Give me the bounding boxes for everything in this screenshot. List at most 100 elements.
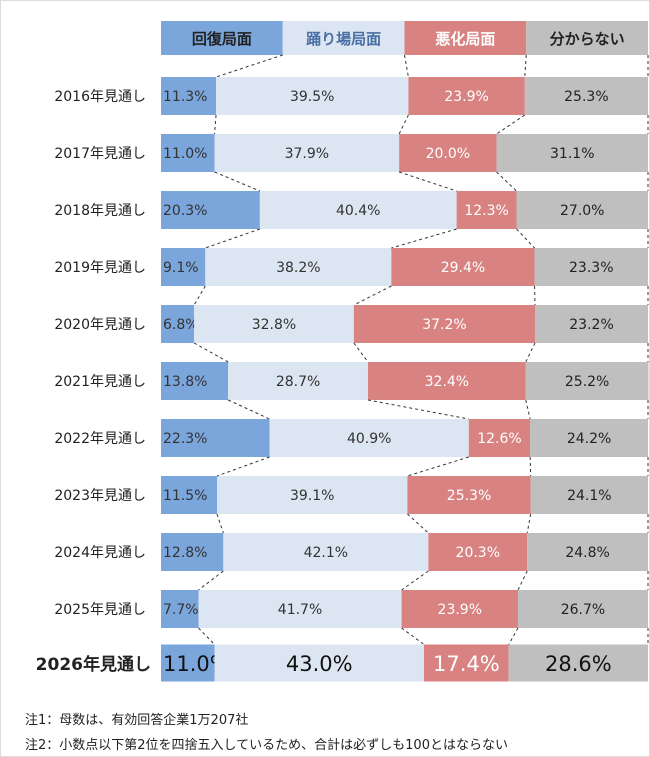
bar-segment [407,476,531,514]
data-label: 6.8% [163,317,199,333]
data-label: 28.7% [276,374,320,390]
bar-segment [161,134,215,172]
data-label: 23.9% [444,89,488,105]
bar-segment [530,476,648,514]
data-label: 25.3% [447,488,491,504]
bar-segment [161,590,199,628]
bar-segment [269,419,469,457]
legend-swatch-2 [404,21,527,55]
connector-line [193,342,229,363]
data-label: 42.1% [304,545,348,561]
bar-segment [205,248,392,286]
bar-segment [214,134,400,172]
connector-line [524,54,527,78]
data-label: 12.6% [477,431,521,447]
bar-segment [534,248,648,286]
connector-line [198,627,215,645]
connector-line [525,342,536,363]
row-label: 2026年見通し [36,654,151,675]
bar-segment [161,533,224,571]
bar-segment [496,134,648,172]
connector-line [525,399,531,420]
bar-segment [530,419,648,457]
data-label: 17.4% [433,652,500,676]
connector-line [496,171,517,192]
row-label: 2018年見通し [54,203,146,219]
connector-line [215,54,283,78]
bar-segment [259,191,457,229]
data-label: 26.7% [561,602,605,618]
data-label: 32.4% [425,374,469,390]
data-label: 24.2% [567,431,611,447]
legend-label-1: 踊り場局面 [306,30,381,48]
bar-segment [391,248,535,286]
bar-segment [223,533,429,571]
data-label: 40.9% [347,431,391,447]
bar-segment [456,191,517,229]
data-label: 11.0% [163,146,207,162]
legend-swatch-0 [161,21,283,55]
connector-line [205,228,261,249]
data-label: 40.4% [336,203,380,219]
bar-segment [161,77,217,115]
row-label: 2023年見通し [54,488,146,504]
data-label: 13.8% [163,374,207,390]
data-label: 39.1% [290,488,334,504]
bar-segment [161,191,260,229]
data-label: 25.2% [565,374,609,390]
connector-line [516,228,535,249]
connector-line [353,285,392,306]
connector-line [193,285,206,306]
bar-segment [161,305,195,343]
bar-segment [161,476,218,514]
legend-label-2: 悪化局面 [435,30,495,48]
bar-segment [367,362,526,400]
connector-line [198,570,224,591]
data-label: 31.1% [550,146,594,162]
bar-segment [353,305,536,343]
connector-line [517,570,528,591]
data-label: 43.0% [286,652,353,676]
connector-line [216,513,224,534]
data-label: 37.9% [285,146,329,162]
data-label: 27.0% [560,203,604,219]
row-label: 2019年見通し [54,260,146,276]
data-label: 37.2% [422,317,466,333]
bar-segment [408,77,525,115]
bar-segment [525,362,649,400]
data-label: 28.6% [545,652,612,676]
connector-line [404,54,409,78]
connector-line [401,570,429,591]
bar-segment [508,644,648,682]
connector-line [407,513,429,534]
data-label: 38.2% [276,260,320,276]
bar-segment [401,590,518,628]
row-label: 2017年見通し [54,146,146,162]
bar-segment [198,590,402,628]
connector-line [353,342,369,363]
connector-line [398,114,409,135]
data-label: 25.3% [564,89,608,105]
bar-segment [161,362,229,400]
connector-line [214,171,261,192]
data-label: 12.3% [464,203,508,219]
bar-segment [468,419,531,457]
connector-line [227,399,270,420]
connector-line [401,627,425,645]
data-label: 12.8% [163,545,207,561]
bar-segment [535,305,648,343]
data-label: 9.1% [163,260,199,276]
bar-segment [161,419,270,457]
connector-line [216,456,270,477]
legend-swatch-1 [282,21,405,55]
data-label: 24.1% [567,488,611,504]
connector-line [496,114,526,135]
data-label: 29.4% [441,260,485,276]
data-label: 39.5% [290,89,334,105]
bar-segment [428,533,528,571]
data-label: 20.0% [426,146,470,162]
legend-label-3: 分からない [550,30,625,48]
legend-label-0: 回復局面 [192,30,252,48]
data-label: 23.9% [438,602,482,618]
